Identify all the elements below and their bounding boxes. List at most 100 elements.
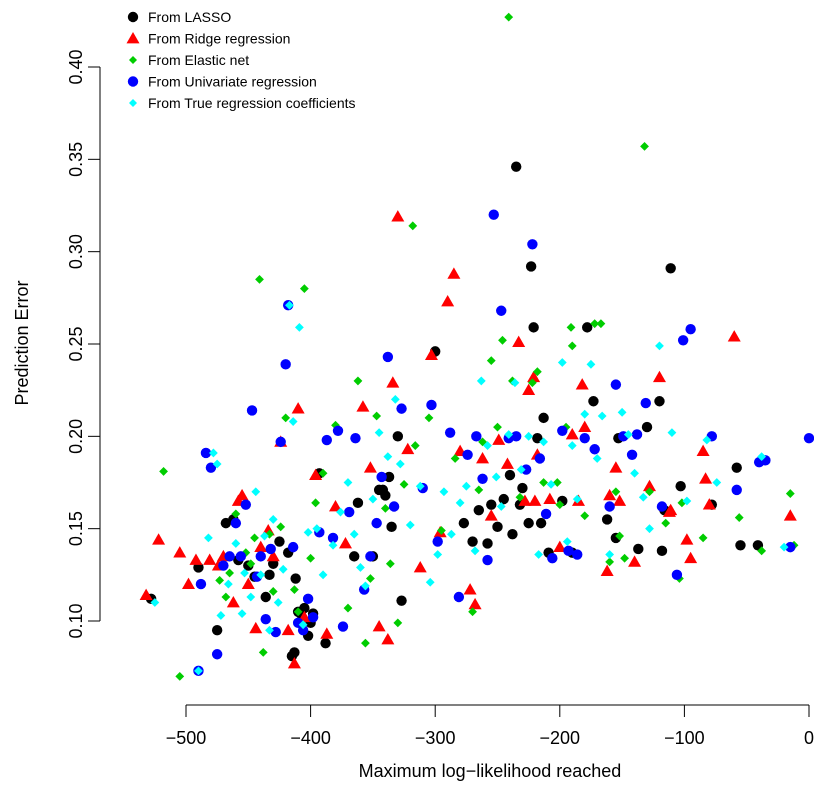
data-point <box>655 341 664 351</box>
data-point <box>240 499 252 510</box>
data-point <box>579 432 590 444</box>
data-point <box>617 407 627 417</box>
data-point <box>757 546 767 556</box>
series-3 <box>159 12 799 681</box>
data-point <box>320 627 334 639</box>
series-5 <box>150 300 789 676</box>
data-point <box>567 441 577 450</box>
data-point <box>336 507 345 517</box>
data-point <box>601 514 613 525</box>
data-point <box>273 598 283 607</box>
data-point <box>211 649 223 660</box>
data-point <box>250 533 259 543</box>
data-point <box>268 587 278 596</box>
data-point <box>396 595 407 606</box>
data-point <box>343 603 353 613</box>
data-point <box>665 263 676 274</box>
y-tick-label: 0.15 <box>66 511 86 546</box>
data-point <box>173 546 187 558</box>
data-point <box>382 351 394 363</box>
data-point <box>289 647 300 658</box>
data-point <box>557 425 568 436</box>
data-point <box>361 581 370 591</box>
data-point <box>381 632 395 645</box>
data-point <box>684 551 698 564</box>
legend-marker <box>127 76 139 87</box>
data-point <box>539 478 549 487</box>
data-point <box>231 509 241 519</box>
data-point <box>447 267 461 279</box>
data-point <box>424 413 434 423</box>
data-point <box>372 620 386 632</box>
data-point <box>590 319 600 329</box>
data-point <box>461 481 471 491</box>
series-2 <box>139 210 797 669</box>
data-point <box>235 488 249 501</box>
data-point <box>589 444 600 455</box>
data-point <box>563 545 574 557</box>
data-point <box>349 551 360 562</box>
data-point <box>256 570 266 580</box>
x-axis-label: Maximum log−likelihood reached <box>359 761 622 781</box>
data-point <box>504 469 516 481</box>
data-point <box>260 591 271 603</box>
data-point <box>565 427 579 440</box>
data-point <box>596 319 606 329</box>
data-point <box>517 482 528 494</box>
data-point <box>527 378 537 388</box>
data-point <box>532 432 543 444</box>
data-point <box>604 501 615 512</box>
data-point <box>474 485 484 495</box>
data-point <box>572 549 583 560</box>
data-point <box>783 509 797 521</box>
data-point <box>486 499 497 510</box>
data-point <box>205 462 217 473</box>
data-point <box>610 379 622 390</box>
data-point <box>212 459 222 469</box>
data-point <box>255 274 264 284</box>
data-point <box>260 531 269 541</box>
data-point <box>264 569 275 581</box>
data-point <box>504 12 514 22</box>
data-point <box>512 335 526 348</box>
data-point <box>265 543 276 555</box>
data-point <box>299 602 310 614</box>
data-point <box>218 560 229 571</box>
data-point <box>611 487 621 497</box>
data-point <box>353 376 363 386</box>
data-point <box>276 522 286 532</box>
data-point <box>204 533 213 543</box>
data-point <box>338 536 352 549</box>
data-point <box>318 570 328 580</box>
data-point <box>779 542 789 552</box>
data-point <box>343 478 353 487</box>
data-point <box>332 425 344 436</box>
data-point <box>231 539 241 548</box>
data-point <box>221 592 231 602</box>
data-point <box>306 553 315 563</box>
data-point <box>350 432 361 444</box>
data-point <box>240 568 249 578</box>
data-point <box>251 487 261 497</box>
data-point <box>288 417 298 426</box>
legend-label: From True regression coefficients <box>148 95 356 111</box>
y-tick-label: 0.25 <box>66 326 86 361</box>
data-point <box>349 529 359 539</box>
data-point <box>682 496 692 506</box>
data-point <box>785 489 795 498</box>
data-points <box>139 12 814 681</box>
data-point <box>356 563 365 572</box>
data-point <box>656 545 668 557</box>
y-tick-label: 0.10 <box>66 603 86 638</box>
data-point <box>327 532 339 544</box>
data-point <box>671 569 683 581</box>
data-point <box>453 591 465 603</box>
data-point <box>230 517 242 529</box>
data-point <box>484 509 498 521</box>
legend-marker <box>127 11 139 23</box>
data-point <box>520 464 532 475</box>
data-point <box>337 621 349 632</box>
legend-item: From Ridge regression <box>126 31 290 47</box>
legend-label: From LASSO <box>148 9 231 25</box>
data-point <box>626 449 638 460</box>
